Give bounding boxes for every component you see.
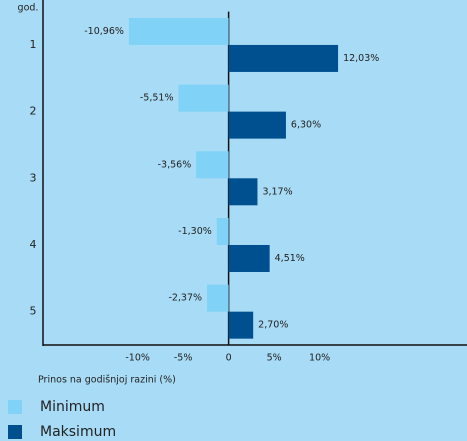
legend-swatch: [8, 400, 22, 414]
value-label: 6,30%: [291, 120, 321, 131]
bar: [128, 17, 229, 45]
bar: [228, 44, 339, 72]
x-tick-label: 10%: [309, 353, 330, 364]
bar: [196, 151, 229, 179]
value-label: -2,37%: [168, 293, 202, 304]
bar: [207, 284, 229, 312]
x-tick-label: -10%: [125, 353, 150, 364]
value-label: 3,17%: [262, 186, 292, 197]
value-label: 2,70%: [258, 320, 288, 331]
bar: [178, 84, 229, 112]
value-label: -3,56%: [158, 159, 192, 170]
bar: [216, 217, 229, 245]
value-label: -10,96%: [84, 26, 124, 37]
value-label: -5,51%: [140, 93, 174, 104]
bar: [228, 244, 270, 272]
x-tick-label: 0: [226, 353, 232, 364]
x-axis-label: Prinos na godišnjoj razini (%): [38, 375, 176, 386]
y-axis-label: god.: [18, 3, 39, 14]
y-tick-label: 5: [30, 305, 37, 318]
value-label: 12,03%: [343, 53, 379, 64]
value-label: -1,30%: [178, 226, 212, 237]
y-tick-label: 2: [30, 105, 37, 118]
y-tick-label: 1: [30, 38, 37, 51]
bar: [228, 111, 286, 139]
legend-label: Maksimum: [40, 424, 116, 440]
x-tick-label: -5%: [174, 353, 193, 364]
value-label: 4,51%: [275, 253, 305, 264]
y-tick-label: 4: [30, 238, 37, 251]
bar: [228, 311, 254, 339]
y-tick-label: 3: [30, 171, 37, 184]
x-tick-label: 5%: [267, 353, 282, 364]
legend-label: Minimum: [40, 399, 105, 415]
bar: [228, 178, 258, 206]
legend-swatch: [8, 425, 22, 439]
